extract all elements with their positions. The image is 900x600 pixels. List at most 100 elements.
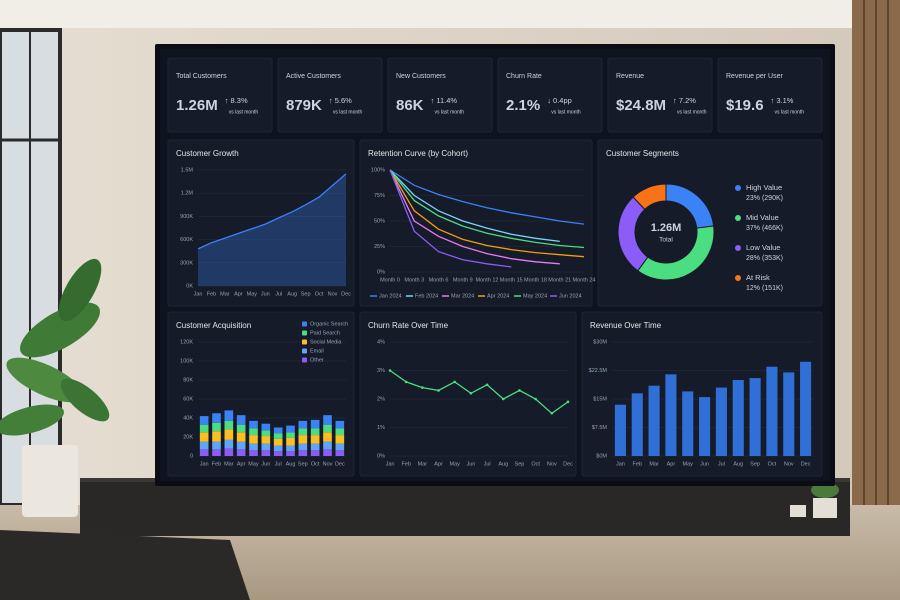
y-tick-label: $22.5M [589, 368, 608, 374]
x-tick-label: May [450, 461, 461, 467]
bar-segment [212, 413, 221, 423]
x-tick-label: Jun [700, 461, 709, 467]
bar-segment [249, 428, 258, 436]
panel [167, 139, 355, 307]
bar-segment [273, 451, 283, 456]
value-label: 37% (466K) [746, 225, 783, 232]
x-tick-label: Jul [275, 461, 282, 467]
bar-segment [273, 438, 283, 446]
x-tick-label: Oct [315, 291, 324, 297]
x-tick-label: Feb [633, 461, 642, 467]
bar-segment [224, 439, 234, 449]
x-tick-label: Nov [784, 461, 794, 467]
legend-swatch [735, 185, 741, 191]
bar-segment [199, 416, 209, 425]
panel [359, 311, 577, 477]
bar-segment [335, 443, 345, 451]
x-tick-label: Jan [616, 461, 625, 467]
x-tick-label: Feb [212, 461, 221, 467]
legend-label: Apr 2024 [487, 293, 509, 299]
bar-segment [335, 435, 345, 444]
bar [665, 374, 677, 456]
x-tick-label: Jun [466, 461, 475, 467]
bar [648, 385, 660, 456]
x-tick-label: May [247, 291, 258, 297]
bar-segment [236, 432, 246, 442]
legend-label: Paid Search [310, 330, 340, 336]
x-tick-label: Month 0 [380, 277, 400, 283]
legend-label: At Risk [746, 273, 770, 282]
x-tick-label: Sep [298, 461, 308, 467]
bar-segment [310, 450, 320, 456]
bar [783, 372, 795, 456]
small-pot [813, 498, 837, 518]
y-tick-label: 1% [377, 425, 385, 431]
kpi-change: ↑ 5.6% [329, 96, 352, 105]
x-tick-label: Nov [328, 291, 338, 297]
value-label: 28% (353K) [746, 255, 783, 262]
x-tick-label: Mar [220, 291, 230, 297]
panel [359, 139, 593, 307]
bar-segment [199, 441, 209, 450]
legend-label: Mid Value [746, 213, 779, 222]
bar-segment [286, 437, 295, 446]
y-tick-label: 20K [183, 434, 193, 440]
bar-segment [335, 420, 345, 429]
panel [277, 57, 383, 133]
legend-label: Other [310, 357, 324, 363]
x-tick-label: Apr [237, 461, 246, 467]
y-tick-label: 100% [371, 167, 385, 173]
x-tick-label: Oct [768, 461, 777, 467]
panel-title: Customer Growth [176, 149, 239, 158]
x-tick-label: Jul [275, 291, 282, 297]
x-tick-label: Mar [418, 461, 428, 467]
bar-segment [199, 449, 209, 456]
line [389, 169, 560, 265]
x-tick-label: Jun [261, 291, 270, 297]
kpi-label: Revenue per User [726, 73, 783, 80]
y-tick-label: 25% [374, 244, 385, 250]
x-tick-label: Mar [649, 461, 659, 467]
kpi-label: Revenue [616, 73, 644, 80]
bar-segment [249, 420, 258, 429]
bar-segment [286, 432, 295, 438]
x-tick-label: Jul [484, 461, 491, 467]
small-pot [790, 505, 806, 517]
y-tick-label: 0 [190, 453, 193, 459]
donut-center-value: 1.26M [651, 222, 682, 234]
leaf [0, 404, 64, 436]
x-tick-label: Jan [194, 291, 203, 297]
bar-segment [310, 428, 320, 436]
desk [0, 530, 250, 600]
x-tick-label: Feb [207, 291, 216, 297]
line [389, 169, 585, 258]
x-tick-label: Sep [301, 291, 311, 297]
x-tick-label: Dec [563, 461, 573, 467]
bar-segment [212, 422, 221, 432]
y-tick-label: 60K [183, 396, 193, 402]
x-tick-label: Aug [287, 291, 297, 297]
panel [607, 57, 713, 133]
x-tick-label: Jul [718, 461, 725, 467]
x-tick-label: Apr [434, 461, 443, 467]
bar [715, 387, 727, 456]
kpi-change: ↑ 3.1% [771, 96, 794, 105]
y-tick-label: 75% [374, 193, 385, 199]
kpi-value: 1.26M [176, 97, 218, 114]
bar-segment [236, 449, 246, 456]
x-tick-label: Aug [498, 461, 508, 467]
legend-label: Low Value [746, 243, 780, 252]
bar-segment [249, 450, 258, 456]
legend-swatch [302, 348, 307, 354]
bar [631, 393, 643, 456]
y-tick-label: 1.2M [181, 191, 194, 197]
bar-segment [199, 424, 209, 433]
bar-segment [224, 429, 234, 440]
x-tick-label: Nov [323, 461, 333, 467]
bar-segment [310, 435, 320, 444]
kpi-value: 879K [286, 97, 322, 114]
y-tick-label: $15M [593, 396, 607, 402]
kpi-note: vs last month [677, 109, 707, 115]
bar [699, 397, 711, 456]
bar-segment [224, 410, 234, 421]
